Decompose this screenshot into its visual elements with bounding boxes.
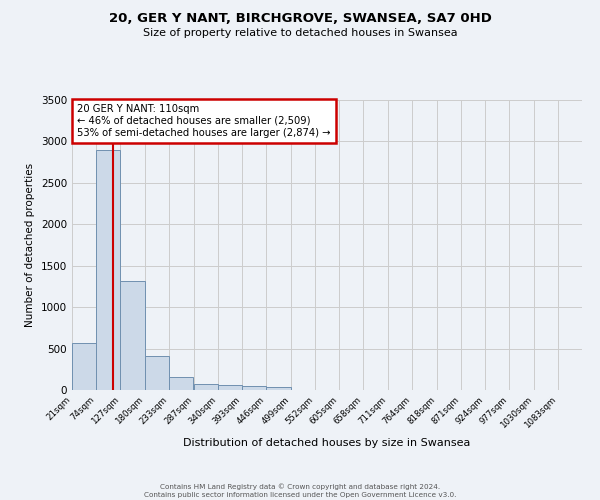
Bar (194, 384, 218, 390)
Text: 20, GER Y NANT, BIRCHGROVE, SWANSEA, SA7 0HD: 20, GER Y NANT, BIRCHGROVE, SWANSEA, SA7… (109, 12, 491, 26)
Bar (145, 356, 169, 390)
Bar (121, 282, 145, 390)
Bar (266, 387, 290, 390)
Text: Contains HM Land Registry data © Crown copyright and database right 2024.
Contai: Contains HM Land Registry data © Crown c… (144, 484, 456, 498)
Text: Size of property relative to detached houses in Swansea: Size of property relative to detached ho… (143, 28, 457, 38)
Bar (169, 377, 193, 390)
Bar (72, 343, 96, 390)
X-axis label: Distribution of detached houses by size in Swansea: Distribution of detached houses by size … (184, 438, 470, 448)
Bar (242, 386, 266, 390)
Text: 20 GER Y NANT: 110sqm
← 46% of detached houses are smaller (2,509)
53% of semi-d: 20 GER Y NANT: 110sqm ← 46% of detached … (77, 104, 331, 138)
Y-axis label: Number of detached properties: Number of detached properties (25, 163, 35, 327)
Bar (96, 150, 121, 390)
Bar (218, 386, 242, 390)
